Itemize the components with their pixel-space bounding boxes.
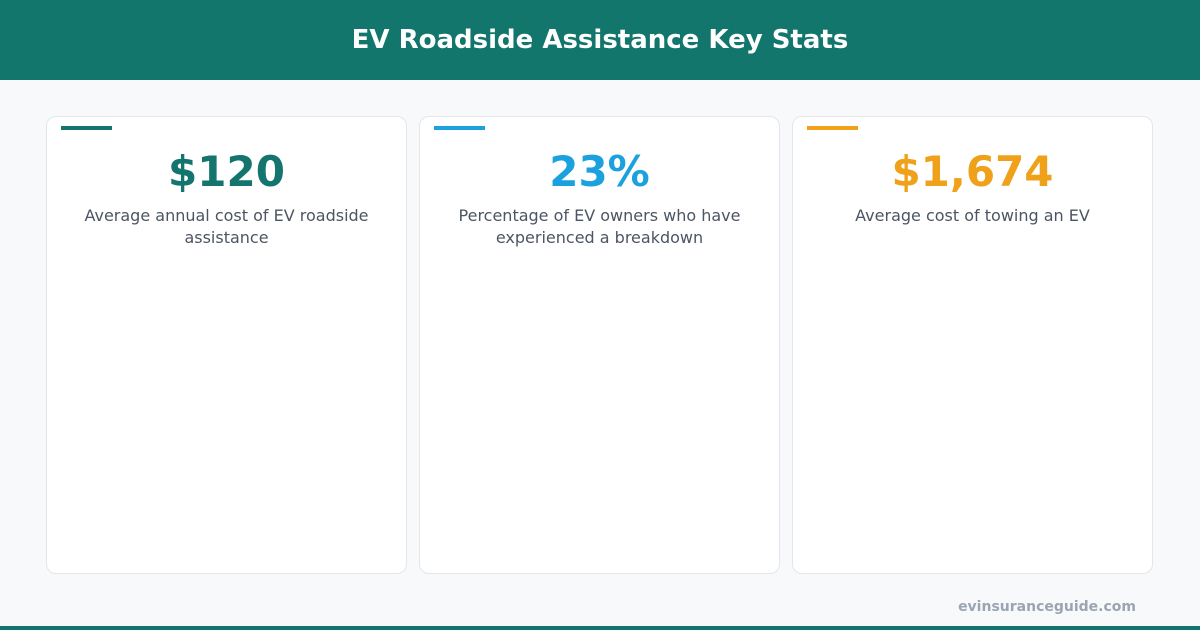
- bottom-stripe: [0, 626, 1200, 630]
- stat-card: 23% Percentage of EV owners who have expe…: [419, 116, 780, 574]
- accent-bar: [61, 126, 112, 130]
- stat-value: $120: [168, 147, 285, 196]
- source: evinsuranceguide.com: [958, 599, 1136, 615]
- header: EV Roadside Assistance Key Stats: [0, 0, 1200, 80]
- stat-value: 23%: [549, 147, 650, 196]
- stat-description: Percentage of EV owners who have experie…: [458, 206, 741, 247]
- stat-card: $1,674 Average cost of towing an EV: [792, 116, 1153, 574]
- title: EV Roadside Assistance Key Stats: [351, 25, 849, 55]
- stat-description: Average annual cost of EV roadside assis…: [84, 206, 369, 247]
- stat-value: $1,674: [891, 147, 1054, 196]
- accent-bar: [807, 126, 858, 130]
- stat-card: $120 Average annual cost of EV roadside a…: [46, 116, 407, 574]
- stat-description: Average cost of towing an EV: [855, 206, 1090, 225]
- accent-bar: [434, 126, 485, 130]
